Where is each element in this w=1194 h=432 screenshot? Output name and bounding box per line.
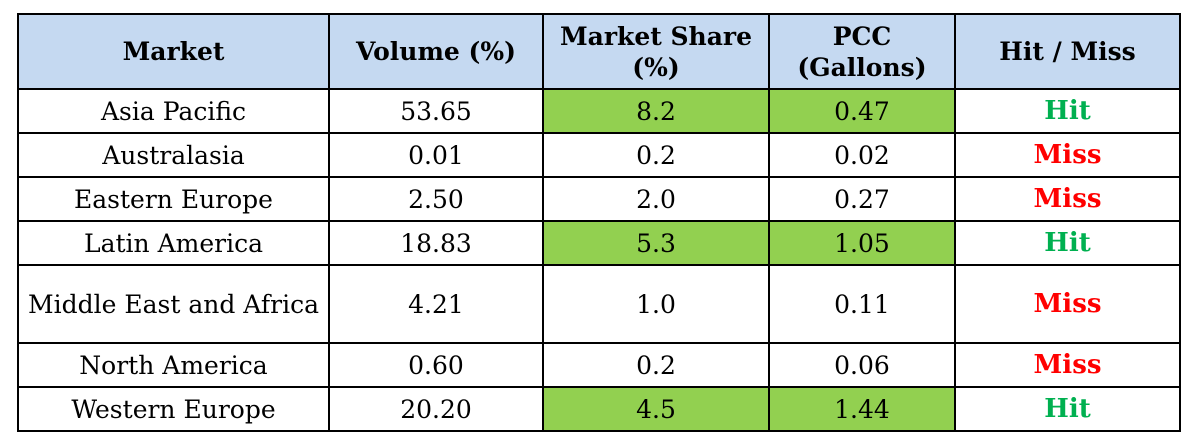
market-cell: Asia Pacific [17, 88, 330, 134]
pcc-cell: 0.47 [768, 88, 956, 134]
pcc-cell: 1.44 [768, 386, 956, 432]
volume-cell: 18.83 [328, 220, 544, 266]
market-cell: Western Europe [17, 386, 330, 432]
market-share-cell: 5.3 [542, 220, 770, 266]
market-cell: Australasia [17, 132, 330, 178]
hit-miss-cell: Hit [954, 88, 1181, 134]
header-volume: Volume (%) [328, 13, 544, 90]
table-row: Middle East and Africa 4.21 1.0 0.11 Mis… [17, 264, 1181, 344]
volume-cell: 0.01 [328, 132, 544, 178]
table-header: Market Volume (%) Market Share (%) PCC (… [17, 13, 1181, 90]
market-table: Market Volume (%) Market Share (%) PCC (… [17, 13, 1181, 432]
header-hit-miss: Hit / Miss [954, 13, 1181, 90]
pcc-cell: 0.06 [768, 342, 956, 388]
hit-miss-cell: Hit [954, 386, 1181, 432]
pcc-cell: 0.02 [768, 132, 956, 178]
header-pcc: PCC (Gallons) [768, 13, 956, 90]
table-row: Australasia 0.01 0.2 0.02 Miss [17, 132, 1181, 178]
hit-miss-cell: Miss [954, 342, 1181, 388]
pcc-cell: 0.11 [768, 264, 956, 344]
table-row: Asia Pacific 53.65 8.2 0.47 Hit [17, 88, 1181, 134]
volume-cell: 0.60 [328, 342, 544, 388]
hit-miss-cell: Miss [954, 132, 1181, 178]
market-share-cell: 4.5 [542, 386, 770, 432]
pcc-cell: 1.05 [768, 220, 956, 266]
market-share-cell: 2.0 [542, 176, 770, 222]
header-row: Market Volume (%) Market Share (%) PCC (… [17, 13, 1181, 90]
table-body: Asia Pacific 53.65 8.2 0.47 Hit Australa… [17, 88, 1181, 432]
hit-miss-cell: Hit [954, 220, 1181, 266]
market-share-cell: 0.2 [542, 342, 770, 388]
header-market-share: Market Share (%) [542, 13, 770, 90]
header-market: Market [17, 13, 330, 90]
table-row: Eastern Europe 2.50 2.0 0.27 Miss [17, 176, 1181, 222]
market-share-cell: 8.2 [542, 88, 770, 134]
hit-miss-cell: Miss [954, 264, 1181, 344]
hit-miss-cell: Miss [954, 176, 1181, 222]
market-cell: Latin America [17, 220, 330, 266]
table-row: North America 0.60 0.2 0.06 Miss [17, 342, 1181, 388]
volume-cell: 4.21 [328, 264, 544, 344]
table-row: Western Europe 20.20 4.5 1.44 Hit [17, 386, 1181, 432]
table-row: Latin America 18.83 5.3 1.05 Hit [17, 220, 1181, 266]
market-cell: Middle East and Africa [17, 264, 330, 344]
pcc-cell: 0.27 [768, 176, 956, 222]
volume-cell: 2.50 [328, 176, 544, 222]
market-share-cell: 0.2 [542, 132, 770, 178]
volume-cell: 20.20 [328, 386, 544, 432]
market-cell: Eastern Europe [17, 176, 330, 222]
market-cell: North America [17, 342, 330, 388]
volume-cell: 53.65 [328, 88, 544, 134]
market-share-cell: 1.0 [542, 264, 770, 344]
